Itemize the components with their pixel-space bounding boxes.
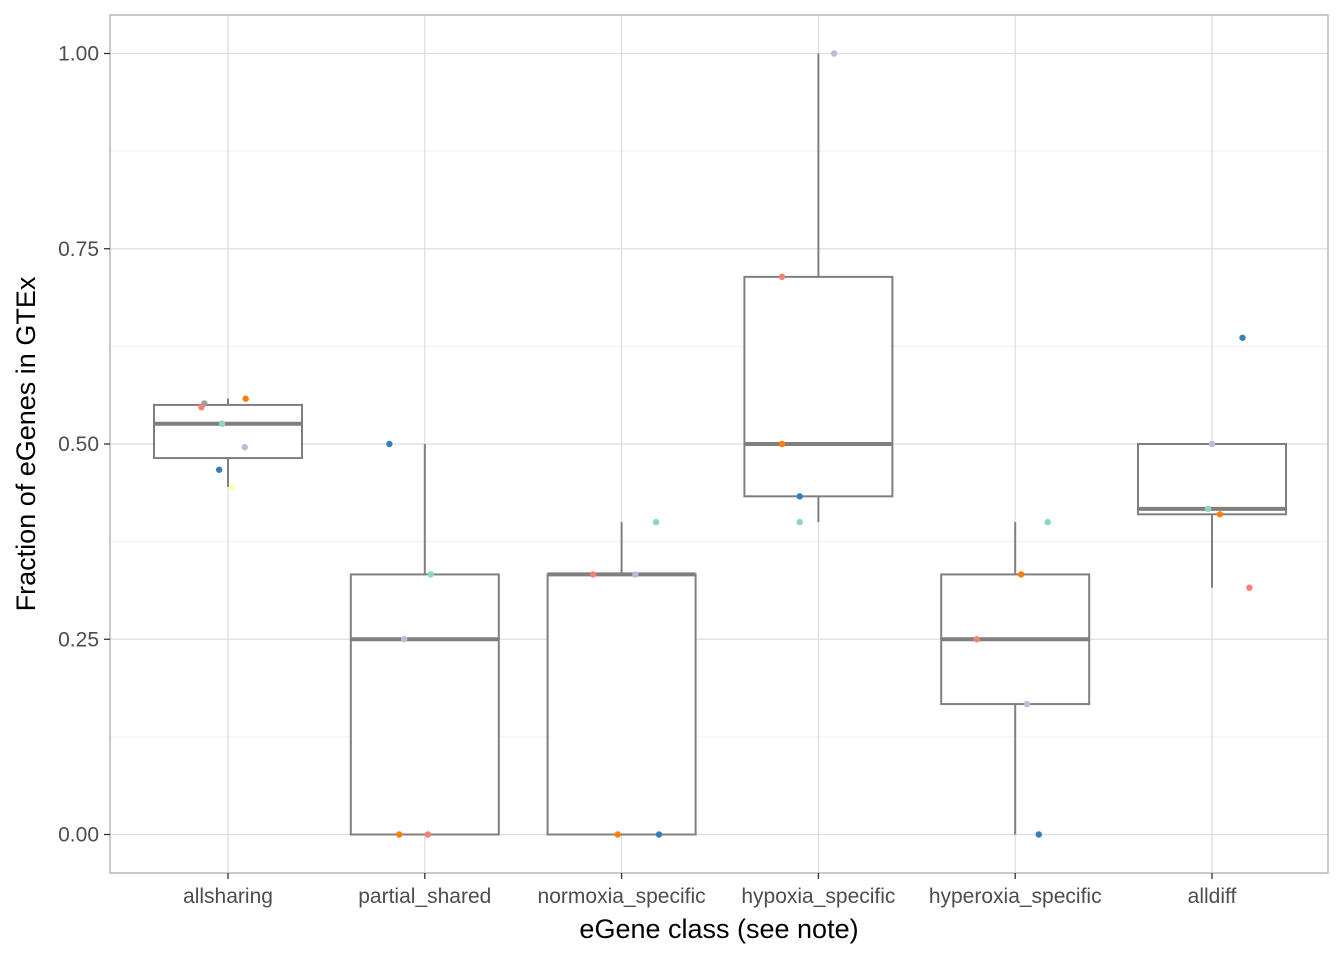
jitter-points [198, 50, 1253, 838]
box-iqr [1137, 443, 1287, 516]
x-axis-title: eGene class (see note) [579, 914, 858, 944]
data-point [1035, 831, 1043, 838]
y-axis: 0.00 0.25 0.50 0.75 1.00 [58, 43, 110, 847]
box-iqr [349, 573, 500, 836]
data-point [1023, 700, 1031, 708]
data-point [198, 404, 205, 411]
box-normoxia_specific [546, 522, 697, 836]
box-iqr [153, 403, 303, 460]
data-point [228, 483, 236, 491]
y-tick-label: 1.00 [58, 43, 99, 66]
data-point [652, 518, 660, 526]
data-point [400, 636, 408, 643]
box-series [153, 53, 1287, 836]
data-point [796, 493, 803, 500]
x-tick-label: alldiff [1188, 885, 1237, 908]
x-axis: allsharing partial_shared normoxia_specifi… [183, 873, 1236, 908]
data-point [778, 440, 786, 448]
data-point [242, 395, 249, 402]
data-point [1246, 584, 1253, 591]
data-point [632, 571, 639, 578]
data-point [396, 831, 403, 838]
y-tick-label: 0.75 [58, 238, 99, 261]
box-hypoxia_specific [743, 53, 894, 523]
data-point [386, 440, 393, 448]
data-point [796, 518, 803, 526]
data-point [589, 571, 597, 578]
data-point [830, 50, 838, 57]
box-allsharing [153, 398, 303, 487]
x-tick-label: hyperoxia_specific [929, 885, 1102, 908]
x-tick-label: partial_shared [358, 885, 491, 908]
data-point [215, 466, 223, 473]
x-tick-label: hypoxia_specific [741, 885, 895, 908]
data-point [1204, 505, 1212, 513]
data-point [614, 831, 621, 838]
data-point [427, 571, 434, 578]
data-point [778, 273, 786, 281]
data-point [1216, 511, 1224, 518]
data-point [218, 420, 226, 427]
x-tick-label: normoxia_specific [538, 885, 706, 908]
data-point [241, 443, 248, 451]
box-iqr [546, 573, 697, 836]
data-point [655, 831, 663, 838]
data-point [973, 636, 981, 643]
y-tick-label: 0.50 [58, 433, 99, 456]
data-point [1044, 518, 1051, 526]
y-axis-title: Fraction of eGenes in GTEx [11, 276, 41, 611]
box-iqr [743, 275, 894, 498]
box-alldiff [1137, 443, 1287, 588]
minor-gridlines [110, 150, 1328, 738]
box-hyperoxia_specific [940, 522, 1091, 835]
x-tick-label: allsharing [183, 885, 273, 908]
y-tick-label: 0.25 [58, 628, 99, 651]
data-point [424, 831, 431, 838]
data-point [1208, 440, 1216, 448]
y-tick-label: 0.00 [58, 824, 99, 847]
data-point [1239, 334, 1246, 341]
data-point [1017, 571, 1025, 578]
